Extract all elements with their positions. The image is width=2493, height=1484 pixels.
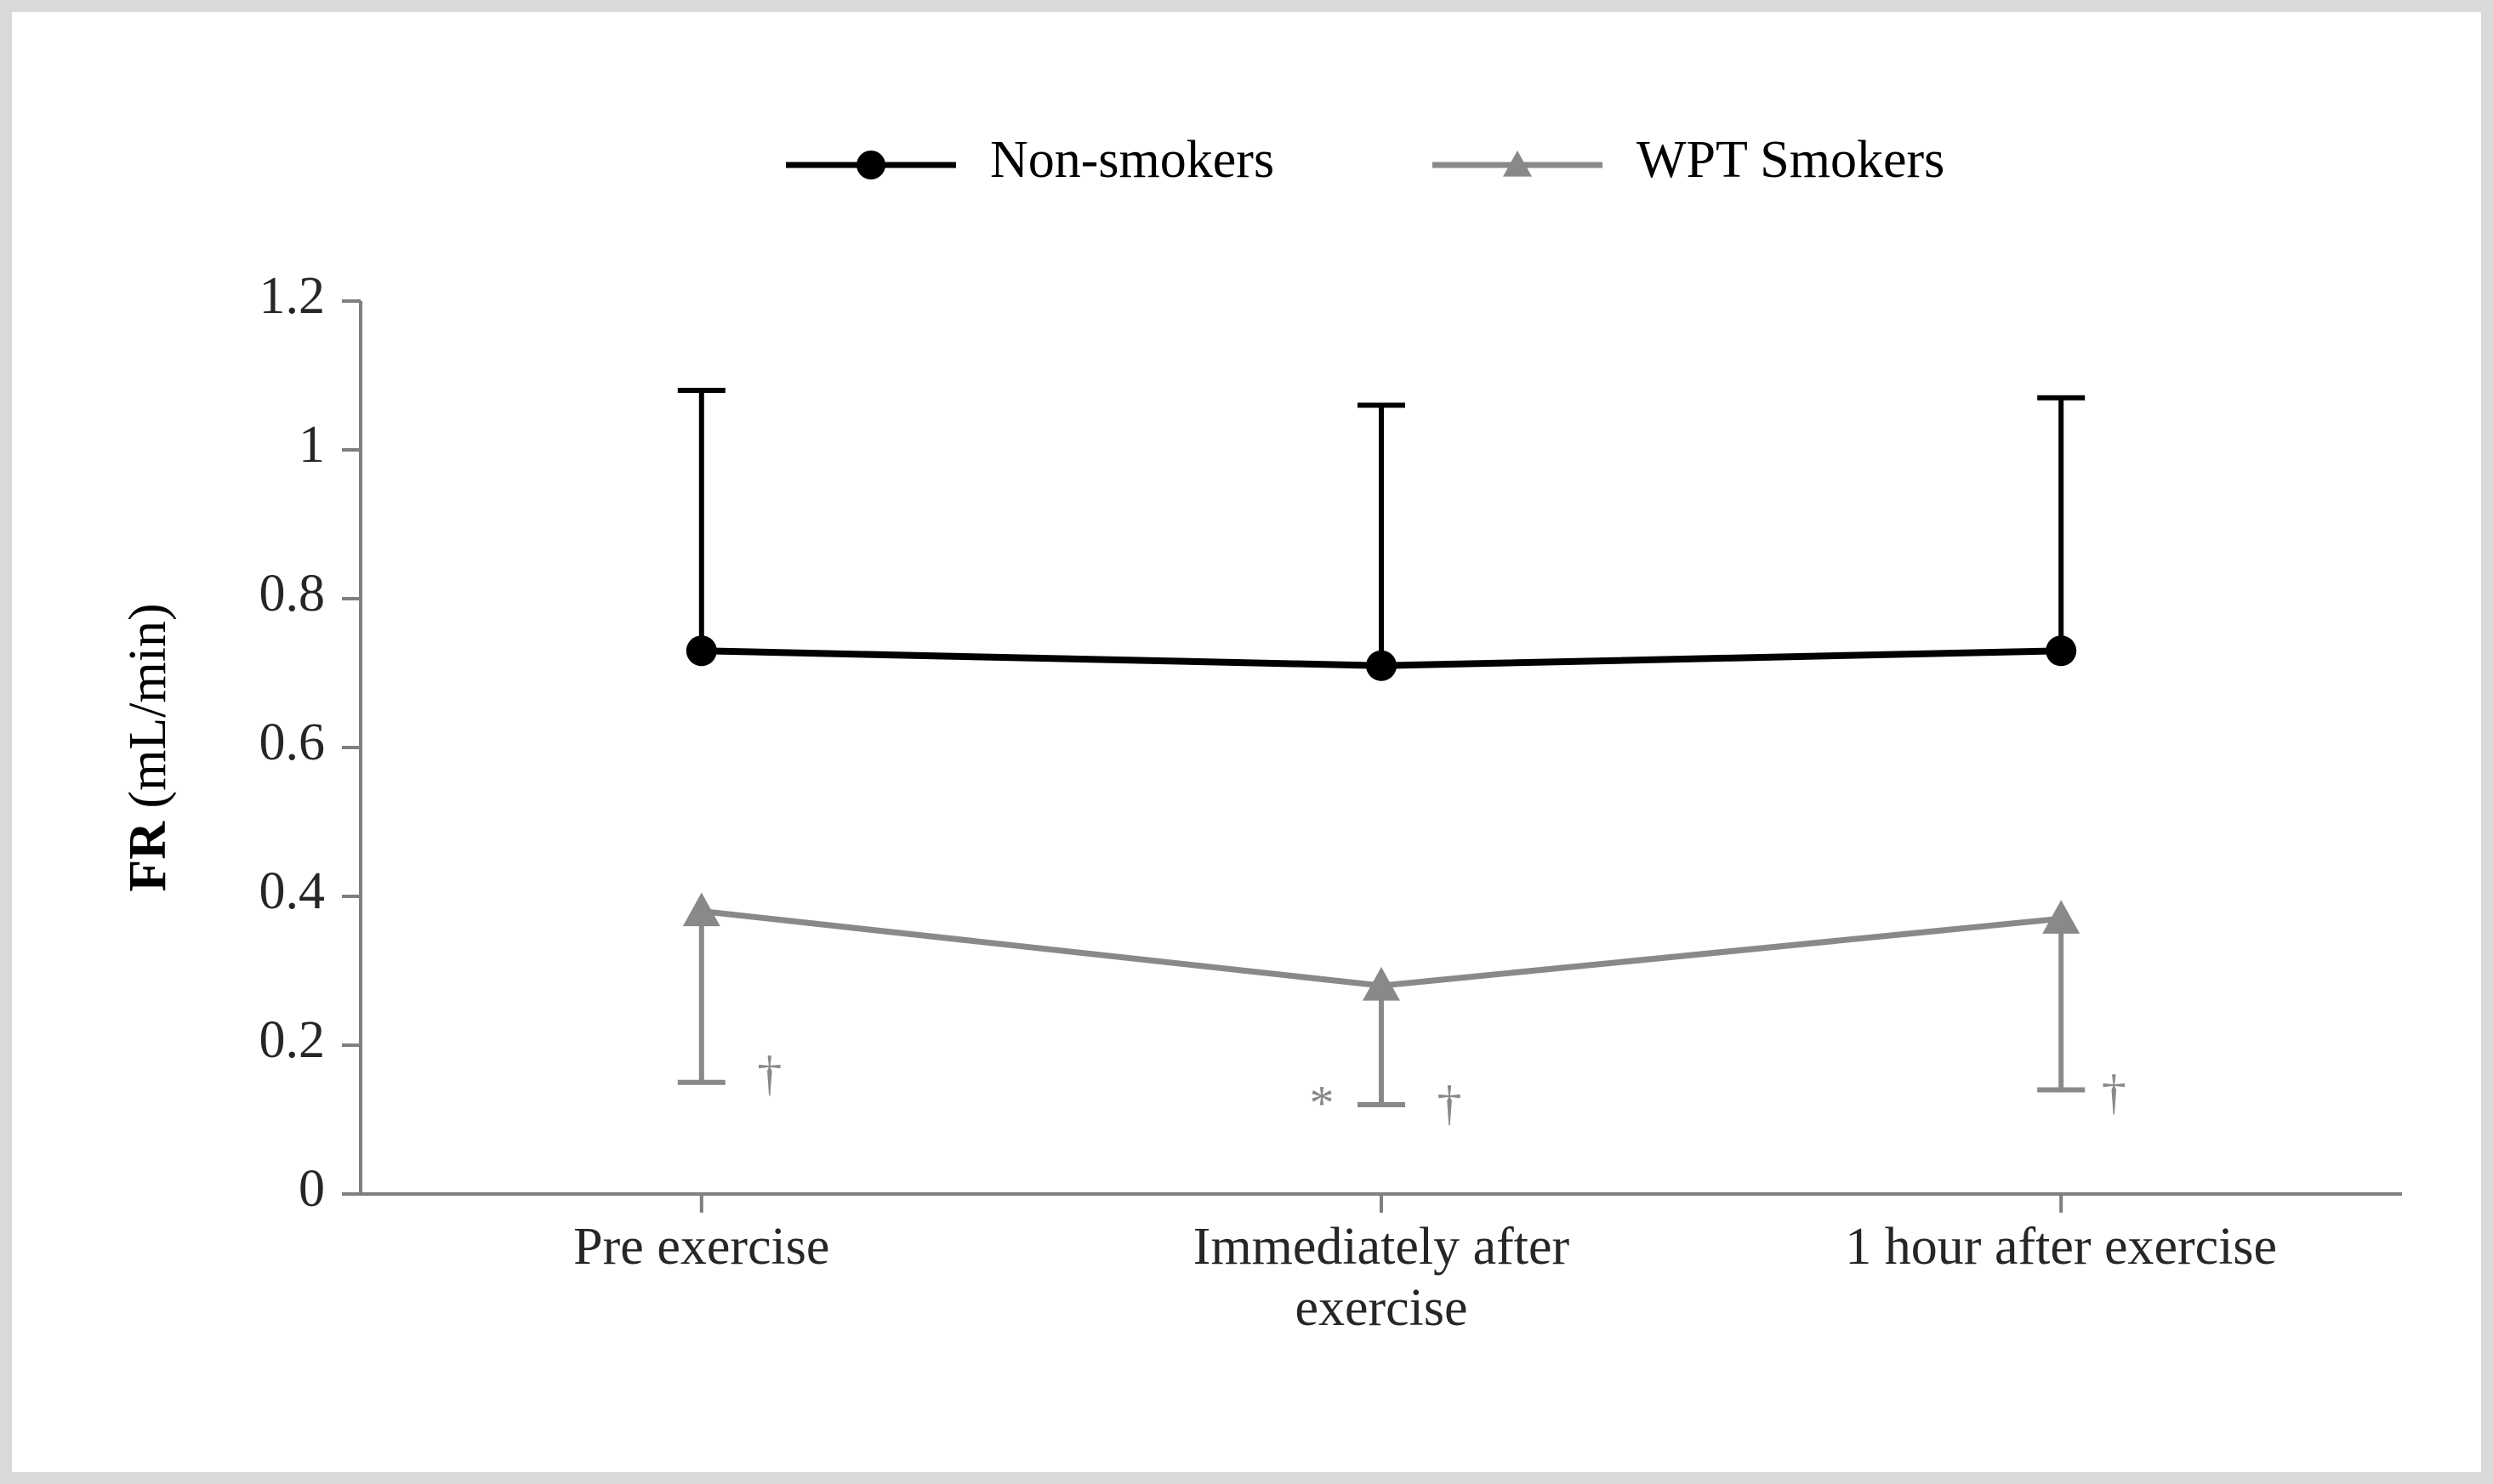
svg-text:†: † xyxy=(757,1046,782,1101)
chart-container: 00.20.40.60.811.2Pre exerciseImmediately… xyxy=(54,54,2439,1430)
svg-text:0.2: 0.2 xyxy=(259,1011,326,1069)
svg-text:0.8: 0.8 xyxy=(259,565,326,623)
svg-text:FR (mL/min): FR (mL/min) xyxy=(119,603,177,891)
svg-text:WPT Smokers: WPT Smokers xyxy=(1636,131,1944,189)
svg-text:Pre exercise: Pre exercise xyxy=(573,1218,829,1276)
svg-text:0.6: 0.6 xyxy=(259,714,326,771)
svg-text:Non-smokers: Non-smokers xyxy=(990,131,1274,189)
fr-line-chart: 00.20.40.60.811.2Pre exerciseImmediately… xyxy=(54,54,2462,1453)
svg-text:†: † xyxy=(1437,1076,1462,1131)
svg-text:0: 0 xyxy=(299,1160,325,1218)
chart-outer-frame: 00.20.40.60.811.2Pre exerciseImmediately… xyxy=(0,0,2493,1484)
svg-text:1.2: 1.2 xyxy=(259,267,326,325)
svg-text:*: * xyxy=(1310,1076,1335,1131)
svg-text:†: † xyxy=(2102,1065,2126,1120)
svg-text:1: 1 xyxy=(299,416,325,474)
svg-text:1 hour after exercise: 1 hour after exercise xyxy=(1845,1218,2277,1276)
svg-text:0.4: 0.4 xyxy=(259,862,326,920)
